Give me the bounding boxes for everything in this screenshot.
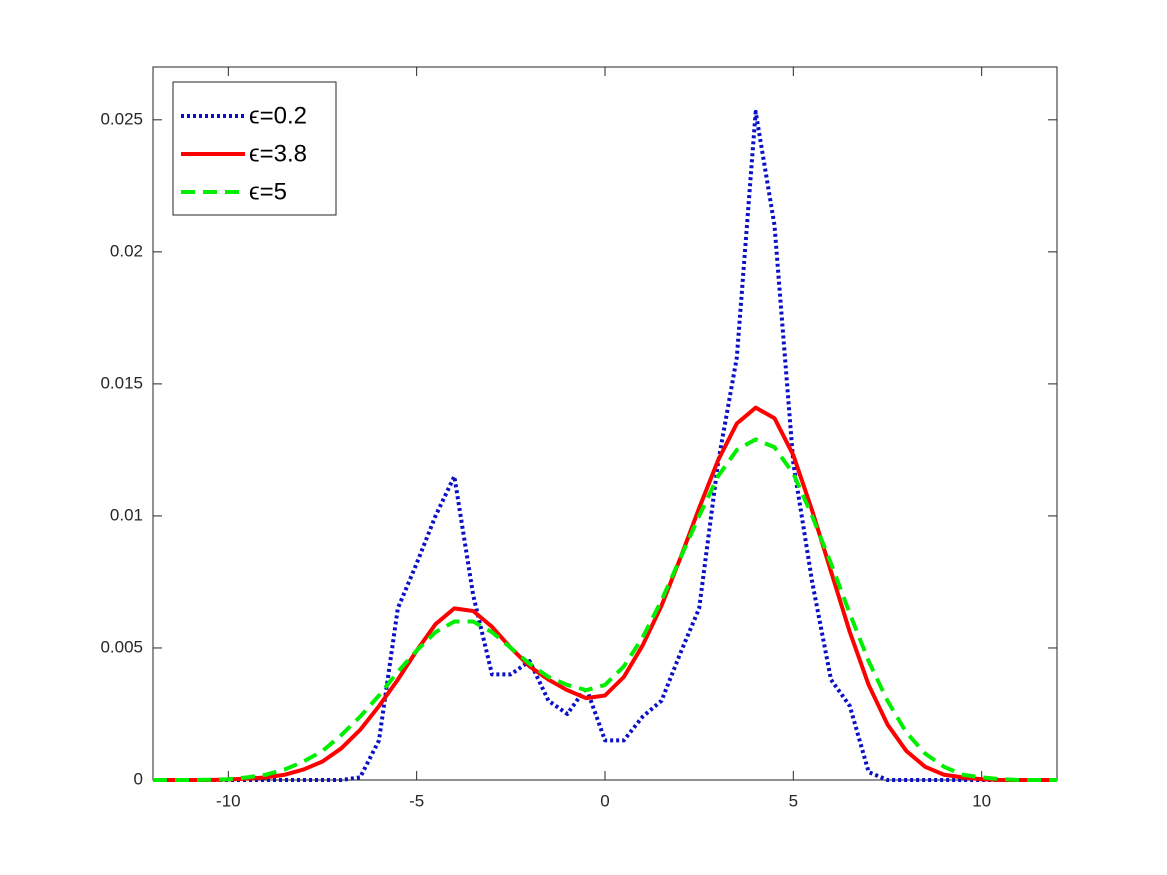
y-tick-label: 0.01 (110, 505, 143, 524)
y-tick-label: 0 (134, 769, 143, 788)
legend: ϵ=0.2 ϵ=3.8 ϵ=5 (172, 81, 337, 216)
legend-label: ϵ=3.8 (249, 140, 307, 167)
x-tick-label: -10 (216, 791, 241, 810)
legend-label: ϵ=0.2 (249, 102, 307, 129)
series-line (153, 437, 1057, 782)
legend-box (172, 81, 337, 216)
y-tick-label: 0.005 (100, 637, 143, 656)
x-tick-label: -5 (409, 791, 424, 810)
series-line (153, 405, 1057, 782)
x-tick-label: 0 (600, 791, 609, 810)
y-tick-label: 0.015 (100, 373, 143, 392)
x-tick-label: 5 (789, 791, 798, 810)
legend-label: ϵ=5 (249, 178, 287, 205)
y-tick-label: 0.025 (100, 109, 143, 128)
series-line (153, 109, 1057, 782)
y-tick-label: 0.02 (110, 241, 143, 260)
x-tick-label: 10 (972, 791, 991, 810)
